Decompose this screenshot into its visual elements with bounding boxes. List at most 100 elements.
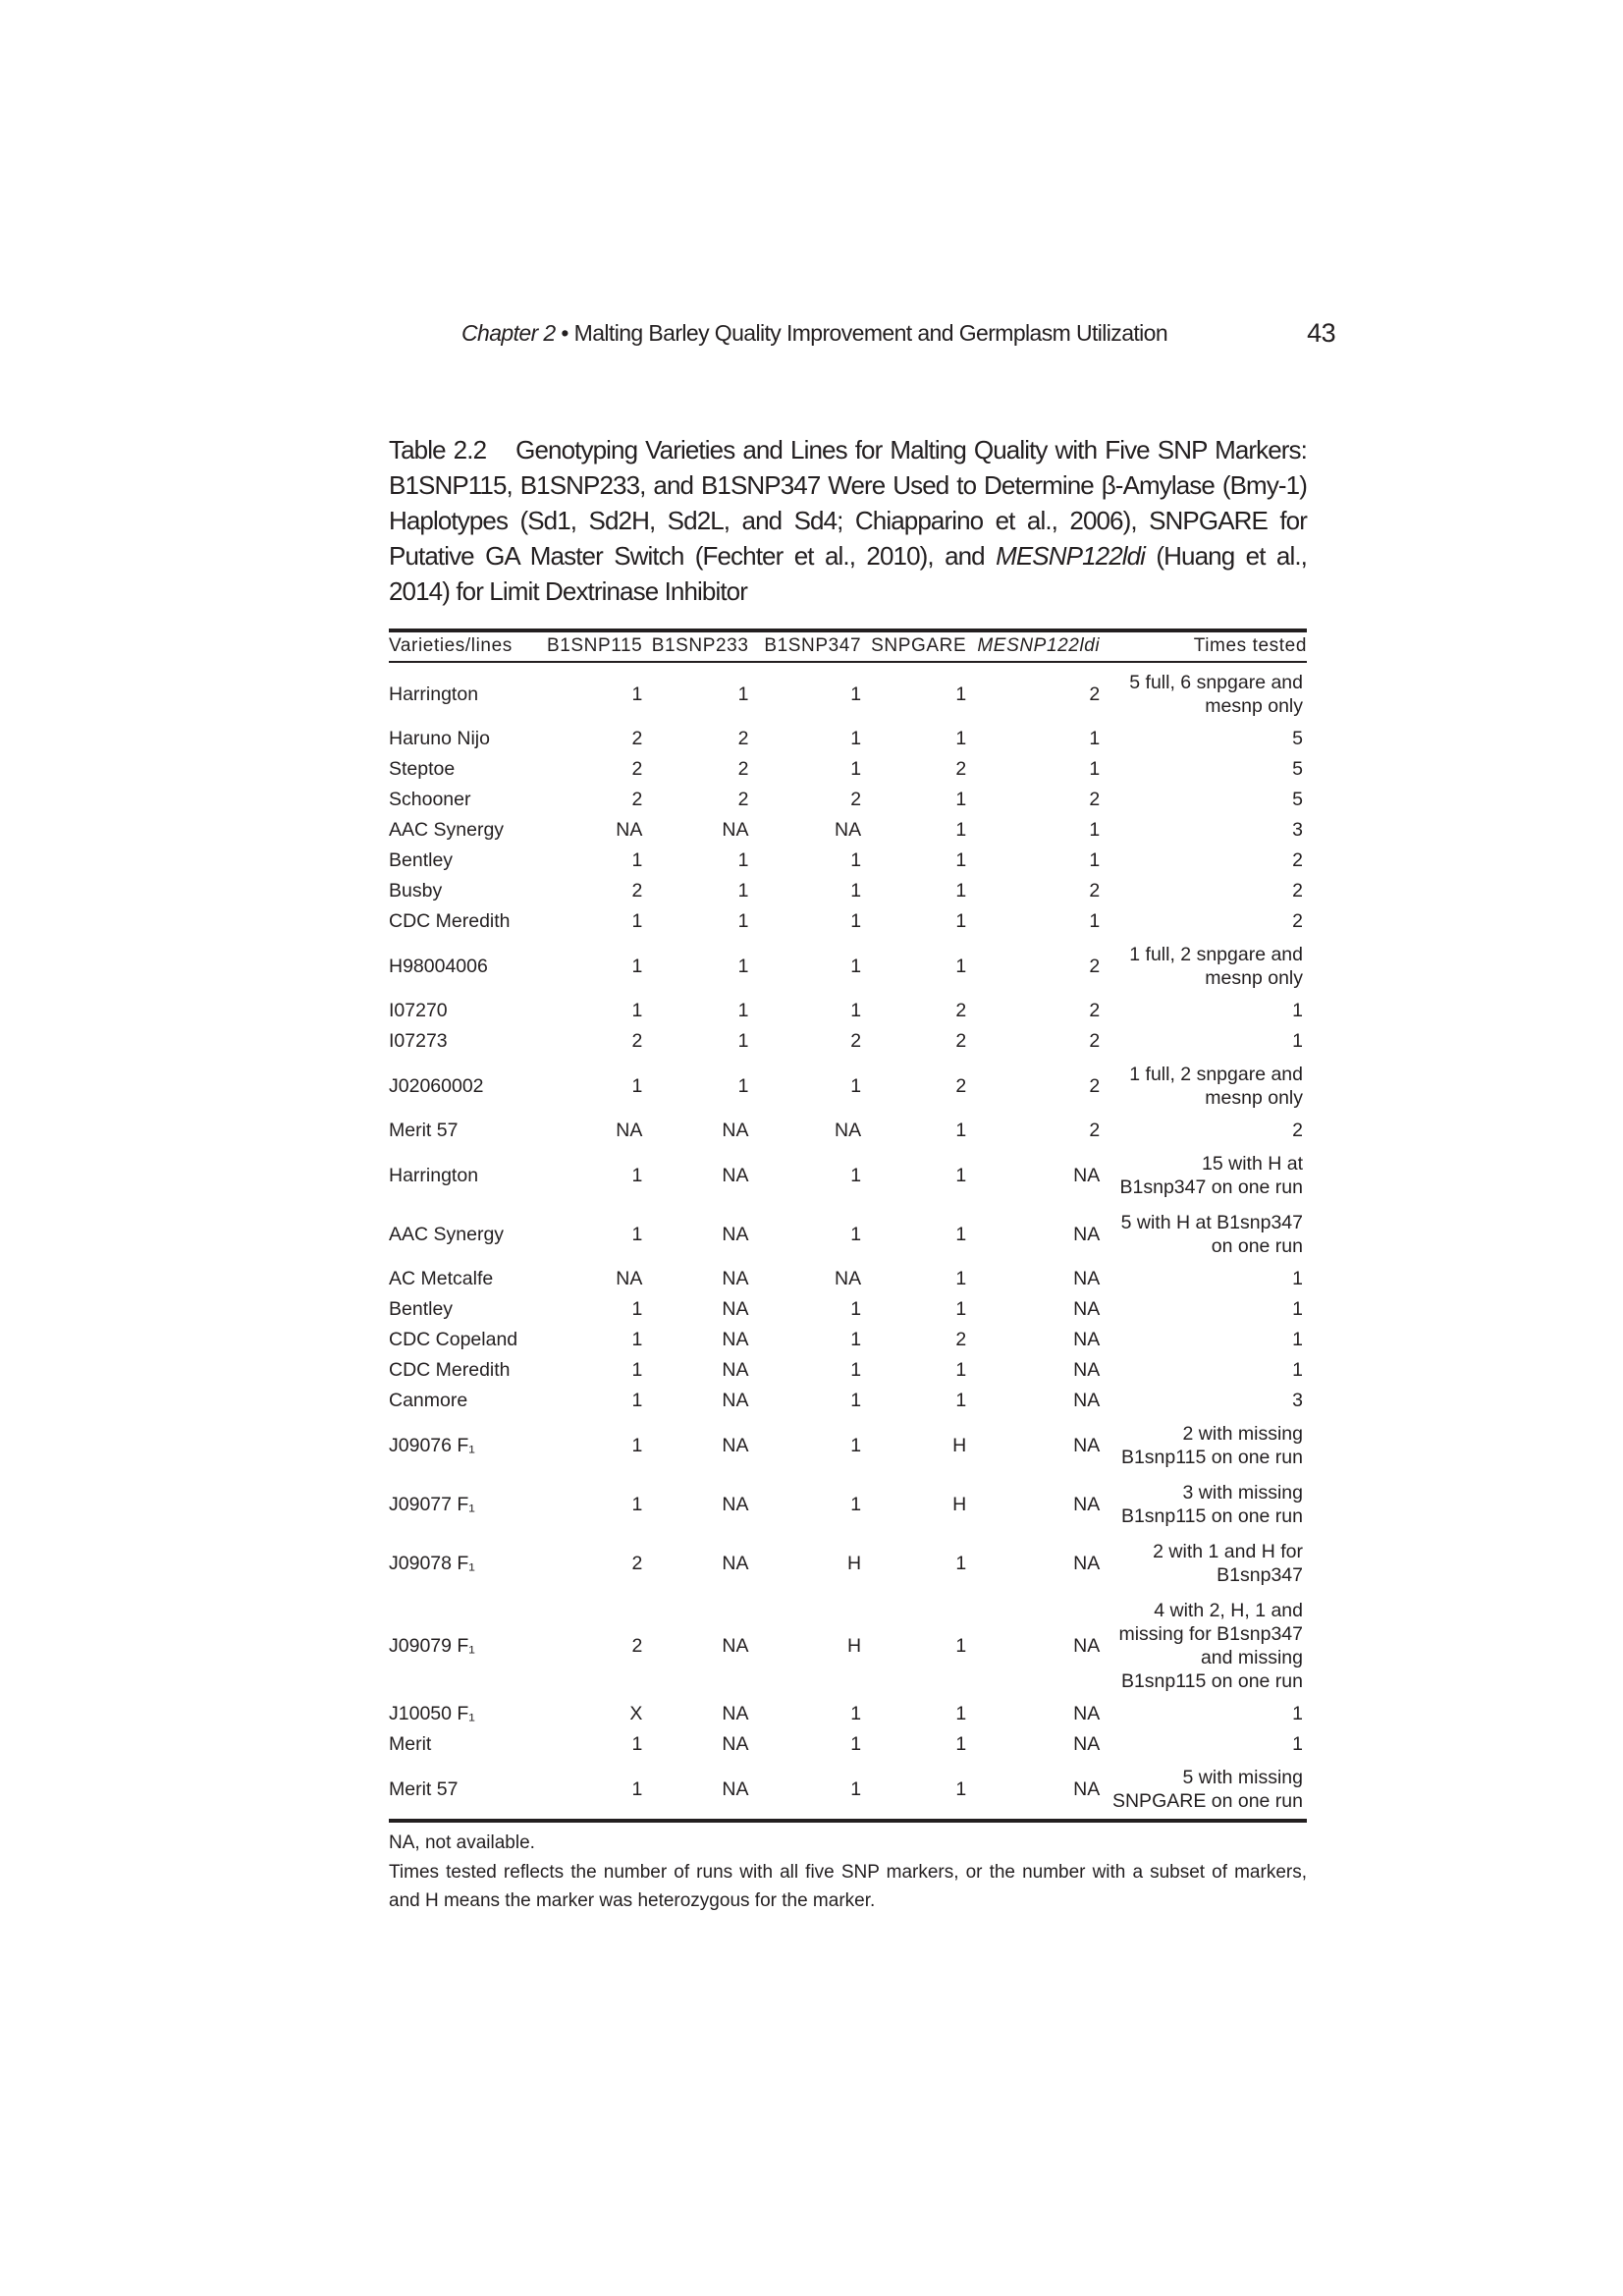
cell-mesnp122ldi: 2 xyxy=(1089,1075,1101,1097)
cell-snpgare: H xyxy=(952,1494,967,1515)
cell-variety: CDC Copeland xyxy=(389,1329,518,1350)
cell-times-tested: 1 xyxy=(1292,1329,1303,1350)
cell-snpgare: 1 xyxy=(955,1120,967,1141)
cell-variety: J10050 F₁ xyxy=(389,1703,475,1724)
cell-variety: J09077 F₁ xyxy=(389,1494,475,1515)
cell-b1snp115: X xyxy=(629,1703,643,1724)
cell-times-tested: 1 xyxy=(1292,1298,1303,1320)
cell-snpgare: 1 xyxy=(955,880,967,902)
cell-b1snp233: 2 xyxy=(737,789,749,810)
cell-b1snp233: NA xyxy=(722,1778,749,1800)
cell-b1snp233: 1 xyxy=(737,683,749,705)
cell-b1snp233: 2 xyxy=(737,758,749,780)
cell-b1snp115: 1 xyxy=(631,1778,643,1800)
cell-times-tested: 1 full, 2 snpgare and mesnp only xyxy=(1129,944,1303,989)
cell-times-tested: 15 with H at B1snp347 on one run xyxy=(1119,1153,1304,1198)
cell-snpgare: 1 xyxy=(955,683,967,705)
cell-b1snp115: 1 xyxy=(631,1494,643,1515)
cell-b1snp115: 2 xyxy=(631,1553,643,1574)
cell-variety: J02060002 xyxy=(389,1075,484,1097)
cell-b1snp347: 1 xyxy=(850,1298,862,1320)
cell-times-tested: 2 xyxy=(1292,880,1303,902)
cell-b1snp233: 1 xyxy=(737,1075,749,1097)
cell-mesnp122ldi: NA xyxy=(1073,1268,1101,1289)
cell-b1snp233: NA xyxy=(722,1329,749,1350)
cell-mesnp122ldi: 2 xyxy=(1089,956,1101,977)
cell-variety: Merit 57 xyxy=(389,1778,459,1800)
cell-mesnp122ldi: 1 xyxy=(1089,849,1101,871)
cell-variety: Haruno Nijo xyxy=(389,728,490,749)
table-row: Haruno Nijo 2 2 1 1 1 5 xyxy=(389,724,1307,754)
note-times-tested: Times tested reflects the number of runs… xyxy=(389,1862,1307,1911)
cell-mesnp122ldi: 2 xyxy=(1089,789,1101,810)
cell-variety: J09079 F₁ xyxy=(389,1635,475,1657)
table-row: Harrington 1 NA 1 1 NA 15 with H at B1snp347 o… xyxy=(389,1146,1307,1205)
cell-times-tested: 5 xyxy=(1292,728,1303,749)
cell-b1snp347: 1 xyxy=(850,683,862,705)
table-row: J09078 F₁ 2 NA H 1 NA 2 with 1 and H for B1snp… xyxy=(389,1534,1307,1593)
table-label: Table 2.2 xyxy=(389,435,487,465)
cell-times-tested: 5 full, 6 snpgare and mesnp only xyxy=(1129,672,1303,717)
cell-b1snp115: 1 xyxy=(631,1435,643,1456)
genotyping-table: Varieties/lines B1SNP115 B1SNP233 B1SNP3… xyxy=(389,629,1307,1823)
cell-b1snp347: NA xyxy=(835,1120,862,1141)
cell-times-tested: 3 xyxy=(1292,1390,1303,1411)
cell-times-tested: 5 xyxy=(1292,758,1303,780)
cell-b1snp233: 1 xyxy=(737,849,749,871)
cell-snpgare: 1 xyxy=(955,1703,967,1724)
table-row: J09077 F₁ 1 NA 1 H NA 3 with missing B1snp115 … xyxy=(389,1475,1307,1534)
cell-snpgare: 1 xyxy=(955,849,967,871)
cell-b1snp233: NA xyxy=(722,1703,749,1724)
running-title: Malting Barley Quality Improvement and G… xyxy=(573,320,1168,346)
cell-b1snp115: 2 xyxy=(631,758,643,780)
bullet: • xyxy=(561,320,568,346)
cell-b1snp347: 2 xyxy=(850,1030,862,1052)
table-row: Schooner 2 2 2 1 2 5 xyxy=(389,785,1307,815)
cell-b1snp115: 1 xyxy=(631,910,643,932)
table-row: Merit 57 NA NA NA 1 2 2 xyxy=(389,1116,1307,1146)
table-row: Canmore 1 NA 1 1 NA 3 xyxy=(389,1386,1307,1416)
cell-b1snp115: 1 xyxy=(631,1329,643,1350)
cell-times-tested: 2 xyxy=(1292,849,1303,871)
cell-snpgare: 2 xyxy=(955,758,967,780)
cell-mesnp122ldi: NA xyxy=(1073,1165,1101,1186)
cell-times-tested: 1 xyxy=(1292,1703,1303,1724)
cell-times-tested: 1 xyxy=(1292,1000,1303,1021)
cell-variety: Steptoe xyxy=(389,758,456,780)
cell-variety: Merit xyxy=(389,1733,432,1755)
caption-text: Genotyping Varieties and Lines for Malti… xyxy=(389,435,1308,571)
cell-b1snp347: 1 xyxy=(850,758,862,780)
cell-variety: I07273 xyxy=(389,1030,448,1052)
cell-times-tested: 1 xyxy=(1292,1030,1303,1052)
cell-mesnp122ldi: NA xyxy=(1073,1553,1101,1574)
cell-b1snp115: 2 xyxy=(631,1030,643,1052)
cell-b1snp347: 1 xyxy=(850,849,862,871)
table-row: AAC Synergy NA NA NA 1 1 3 xyxy=(389,815,1307,846)
cell-b1snp233: 1 xyxy=(737,1000,749,1021)
cell-b1snp347: 1 xyxy=(850,1778,862,1800)
table-row: Bentley 1 1 1 1 1 2 xyxy=(389,846,1307,876)
cell-snpgare: 1 xyxy=(955,1390,967,1411)
cell-b1snp115: 1 xyxy=(631,683,643,705)
cell-b1snp347: 1 xyxy=(850,910,862,932)
cell-b1snp115: 1 xyxy=(631,1298,643,1320)
cell-mesnp122ldi: 1 xyxy=(1089,819,1101,841)
cell-b1snp233: NA xyxy=(722,1390,749,1411)
cell-b1snp115: 1 xyxy=(631,1075,643,1097)
cell-b1snp233: NA xyxy=(722,1553,749,1574)
cell-b1snp347: 1 xyxy=(850,956,862,977)
cell-times-tested: 3 xyxy=(1292,819,1303,841)
table-row: AAC Synergy 1 NA 1 1 NA 5 with H at B1snp347 o… xyxy=(389,1205,1307,1264)
cell-snpgare: 1 xyxy=(955,1268,967,1289)
cell-snpgare: 1 xyxy=(955,789,967,810)
cell-b1snp347: 1 xyxy=(850,1435,862,1456)
cell-b1snp347: 1 xyxy=(850,1390,862,1411)
cell-variety: Bentley xyxy=(389,1298,454,1320)
cell-variety: AAC Synergy xyxy=(389,1224,505,1245)
cell-b1snp115: 1 xyxy=(631,1224,643,1245)
cell-variety: AAC Synergy xyxy=(389,819,505,841)
cell-variety: Schooner xyxy=(389,789,471,810)
cell-b1snp347: 1 xyxy=(850,1733,862,1755)
cell-snpgare: 2 xyxy=(955,1075,967,1097)
cell-snpgare: 1 xyxy=(955,819,967,841)
